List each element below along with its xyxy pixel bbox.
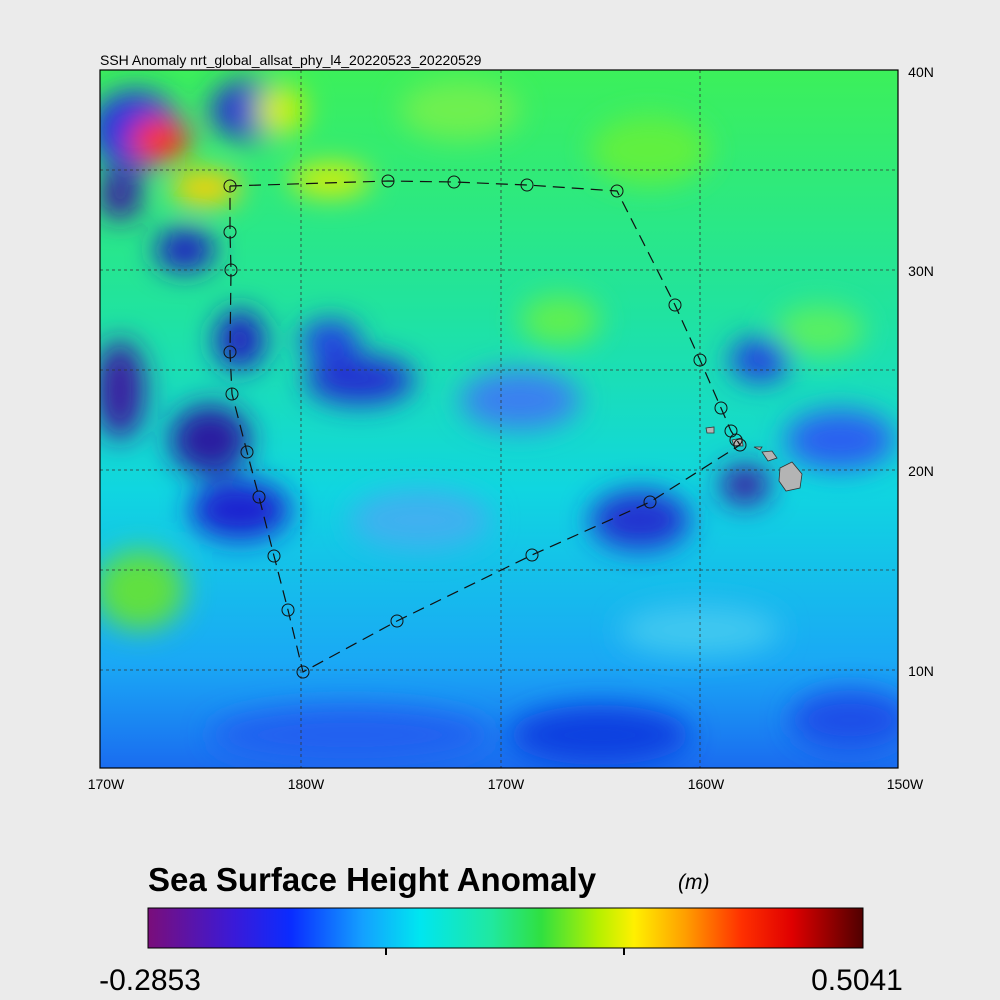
colorbar-max: 0.5041	[811, 964, 903, 997]
lat-label: 10N	[908, 663, 934, 679]
lon-label: 150W	[887, 776, 924, 792]
colorbar-ticks	[385, 948, 625, 955]
lon-label: 180W	[288, 776, 325, 792]
ssh-field	[100, 70, 898, 768]
latitude-labels: 40N 30N 20N 10N	[908, 64, 934, 679]
graticule	[100, 70, 898, 768]
lon-label: 170W	[488, 776, 525, 792]
lon-label: 170W	[88, 776, 125, 792]
track	[223, 174, 747, 679]
lat-label: 20N	[908, 463, 934, 479]
colorbar	[147, 907, 864, 949]
longitude-labels: 170W 180W 170W 160W 150W	[88, 776, 924, 792]
lon-label: 160W	[688, 776, 725, 792]
lat-label: 30N	[908, 263, 934, 279]
colorbar-min: -0.2853	[99, 964, 201, 997]
colorbar-title: Sea Surface Height Anomaly	[148, 861, 597, 898]
colorbar-units: (m)	[678, 871, 709, 894]
map-title: SSH Anomaly nrt_global_allsat_phy_l4_202…	[100, 52, 482, 68]
map-frame	[99, 69, 899, 769]
lat-label: 40N	[908, 64, 934, 80]
